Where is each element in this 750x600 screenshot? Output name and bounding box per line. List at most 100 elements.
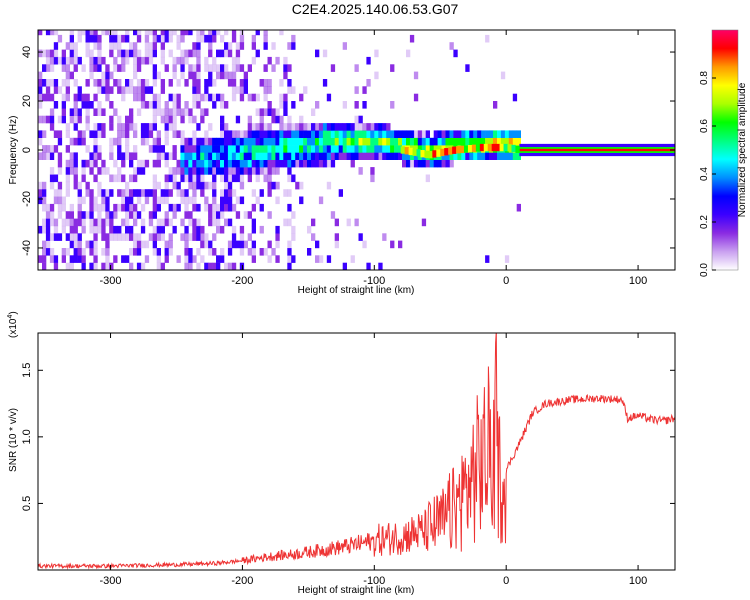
spectrogram-cell: [42, 181, 47, 190]
spectrogram-cell: [239, 167, 245, 175]
spectrogram-cell: [251, 137, 256, 146]
spectrogram-cell: [370, 130, 375, 138]
spectrogram-cell: [386, 152, 391, 160]
spectrogram-cell: [220, 71, 225, 80]
ridge-segment: [436, 149, 441, 157]
spectrogram-cell: [212, 93, 217, 102]
spectrogram-cell: [417, 130, 423, 138]
spectrogram-cell: [220, 49, 225, 58]
spectrogram-cell: [204, 86, 209, 94]
spectrogram-cell: [318, 130, 324, 138]
spectrogram-cell: [208, 167, 213, 175]
x-tick-label: 0: [503, 275, 509, 287]
spectrogram-cell: [121, 123, 126, 131]
spectrogram-cell: [267, 145, 272, 153]
spectrogram-cell: [192, 196, 197, 205]
spectrogram-cell: [208, 79, 213, 87]
spectrogram-cell: [73, 56, 78, 65]
spectrogram-cell: [125, 145, 130, 153]
spectrogram-cell: [168, 218, 173, 227]
spectrogram-cell: [117, 123, 122, 131]
spectrogram-cell: [45, 145, 51, 153]
spectrogram-cell: [129, 79, 134, 87]
spectrogram-cell: [148, 42, 154, 50]
spectrogram-cell: [164, 34, 169, 43]
spectrogram-cell: [69, 34, 74, 43]
spectrogram-cell: [204, 196, 209, 205]
spectrogram-cell: [342, 101, 347, 109]
spectrogram-cell: [121, 130, 126, 138]
spectrogram-cell: [148, 30, 154, 36]
spectrogram-cell: [291, 101, 296, 109]
spectrogram-cell: [192, 167, 197, 175]
spectrogram-cell: [251, 93, 256, 102]
spectrogram-cell: [77, 86, 82, 94]
spectrogram-cell: [192, 64, 197, 72]
spectrogram-cell: [133, 145, 138, 153]
spectrogram-cell: [129, 189, 134, 197]
ridge-segment: [452, 146, 457, 154]
spectrogram-cell: [386, 137, 391, 146]
spectrogram-cell: [481, 130, 486, 138]
spectrogram-cell: [449, 42, 454, 50]
ridge-segment: [428, 150, 433, 159]
spectrogram-cell: [287, 115, 292, 124]
spectrogram-cell: [101, 71, 106, 80]
spectrogram-cell: [311, 218, 316, 227]
spectrogram-cell: [259, 108, 264, 116]
spectrogram-cell: [136, 79, 142, 87]
spectrogram-cell: [38, 49, 43, 58]
spectrogram-cell: [504, 152, 510, 160]
spectrogram-cell: [374, 130, 379, 138]
spectrogram-cell: [164, 64, 169, 72]
spectrogram-cell: [200, 108, 205, 116]
spectrogram-cell: [224, 130, 229, 138]
spectrogram-cell: [283, 189, 288, 197]
spectrogram-cell: [374, 137, 379, 146]
spectrogram-cell: [49, 49, 55, 58]
spectrogram-cell: [164, 108, 169, 116]
spectrogram-cell: [413, 152, 419, 160]
spectrogram-cell: [125, 211, 130, 219]
spectrogram-cell: [125, 225, 130, 234]
spectrogram-cell: [180, 71, 185, 80]
spectrogram-cell: [42, 152, 47, 160]
spectrogram-cell: [318, 137, 324, 146]
spectrogram-cell: [160, 115, 165, 124]
spectrogram-cell: [133, 42, 138, 50]
spectrogram-cell: [73, 137, 78, 146]
spectrogram-cells: [38, 30, 521, 270]
spectrogram-cell: [101, 225, 106, 234]
spectrogram-cell: [160, 152, 165, 160]
spectrogram-cell: [148, 130, 154, 138]
spectrogram-cell: [259, 167, 264, 175]
spectrogram-cell: [251, 130, 256, 138]
spectrogram-cell: [121, 218, 126, 227]
spectrogram-cell: [291, 86, 296, 94]
spectrogram-cell: [184, 174, 189, 183]
spectrogram-cell: [413, 130, 419, 138]
spectrogram-cell: [231, 203, 237, 212]
spectrogram-cell: [469, 130, 474, 138]
spectrogram-cell: [168, 167, 173, 175]
spectrogram-cell: [196, 137, 201, 146]
spectrogram-cell: [279, 79, 284, 87]
spectrogram-cell: [338, 152, 343, 160]
spectrogram-cell: [378, 137, 383, 146]
colorbar-tick-label: 0.8: [699, 71, 710, 85]
spectrogram-cell: [263, 152, 268, 160]
spectrogram-cell: [311, 152, 316, 160]
spectrogram-cell: [164, 123, 169, 131]
spectrogram-cell: [152, 240, 157, 249]
spectrogram-cell: [192, 137, 197, 146]
spectrogram-cell: [279, 30, 284, 36]
spectrogram-cell: [326, 123, 332, 131]
spectrogram-cell: [322, 159, 328, 168]
spectrogram-cell: [73, 152, 78, 160]
spectrogram-cell: [243, 152, 248, 160]
spectrogram-cell: [227, 130, 233, 138]
spectrogram-cell: [247, 64, 252, 72]
spectrogram-cell: [77, 115, 82, 124]
spectrogram-cell: [140, 159, 146, 168]
spectrogram-cell: [287, 152, 292, 160]
